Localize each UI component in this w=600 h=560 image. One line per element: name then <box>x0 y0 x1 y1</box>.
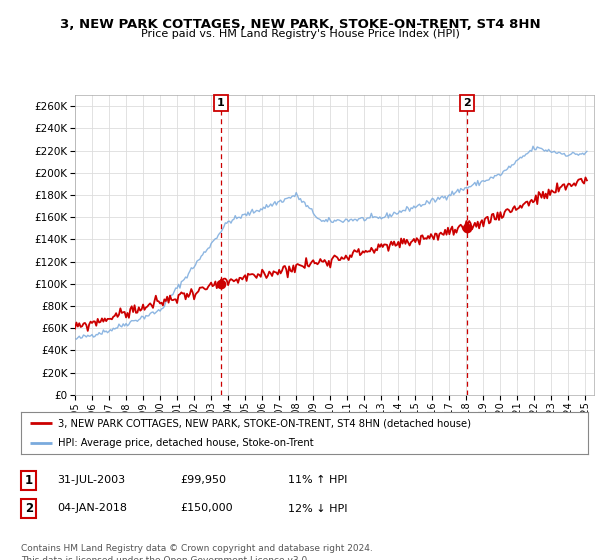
Text: 11% ↑ HPI: 11% ↑ HPI <box>288 475 347 486</box>
Text: Price paid vs. HM Land Registry's House Price Index (HPI): Price paid vs. HM Land Registry's House … <box>140 29 460 39</box>
Text: 1: 1 <box>25 474 33 487</box>
Text: 3, NEW PARK COTTAGES, NEW PARK, STOKE-ON-TRENT, ST4 8HN: 3, NEW PARK COTTAGES, NEW PARK, STOKE-ON… <box>59 18 541 31</box>
Text: 2: 2 <box>25 502 33 515</box>
Text: £99,950: £99,950 <box>180 475 226 486</box>
Text: 1: 1 <box>217 97 225 108</box>
Text: 2: 2 <box>463 97 470 108</box>
Text: Contains HM Land Registry data © Crown copyright and database right 2024.
This d: Contains HM Land Registry data © Crown c… <box>21 544 373 560</box>
Text: £150,000: £150,000 <box>180 503 233 514</box>
Text: 3, NEW PARK COTTAGES, NEW PARK, STOKE-ON-TRENT, ST4 8HN (detached house): 3, NEW PARK COTTAGES, NEW PARK, STOKE-ON… <box>58 418 471 428</box>
Text: 04-JAN-2018: 04-JAN-2018 <box>57 503 127 514</box>
Text: 31-JUL-2003: 31-JUL-2003 <box>57 475 125 486</box>
Text: HPI: Average price, detached house, Stoke-on-Trent: HPI: Average price, detached house, Stok… <box>58 438 313 448</box>
Text: 12% ↓ HPI: 12% ↓ HPI <box>288 503 347 514</box>
